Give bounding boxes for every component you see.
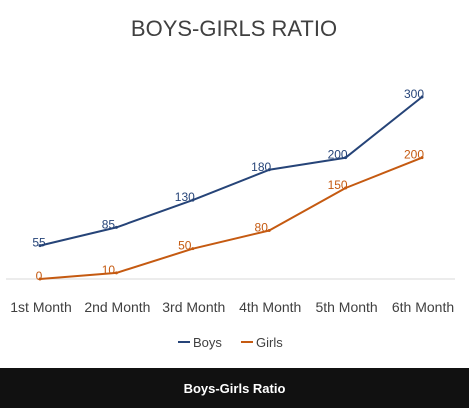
data-label-boys: 55: [32, 236, 46, 250]
data-label-girls: 200: [404, 148, 424, 162]
data-point-girls: [267, 228, 271, 232]
data-point-girls: [191, 247, 195, 251]
legend: Boys Girls: [178, 335, 283, 350]
data-label-girls: 50: [178, 239, 192, 253]
data-point-girls: [38, 277, 42, 281]
data-point-boys: [267, 168, 271, 172]
legend-label-boys: Boys: [193, 335, 222, 350]
x-tick-labels: 1st Month 2nd Month 3rd Month 4th Month 5th …: [10, 299, 454, 315]
series-line-girls: [39, 156, 423, 280]
legend-label-girls: Girls: [256, 335, 283, 350]
data-label-girls: 10: [102, 263, 116, 277]
chart-title: BOYS-GIRLS RATIO: [131, 16, 337, 41]
data-point-girls: [420, 156, 424, 160]
data-point-boys: [191, 198, 195, 202]
x-tick-label: 6th Month: [392, 299, 454, 315]
data-label-girls: 150: [328, 178, 348, 192]
x-tick-label: 4th Month: [239, 299, 301, 315]
data-label-girls: 0: [36, 269, 43, 283]
x-tick-label: 5th Month: [315, 299, 377, 315]
data-point-boys: [114, 225, 118, 229]
x-tick-label: 1st Month: [10, 299, 71, 315]
data-point-girls: [344, 186, 348, 190]
data-label-boys: 85: [102, 217, 116, 231]
data-label-girls: 80: [255, 220, 269, 234]
data-point-girls: [114, 271, 118, 275]
data-point-boys: [420, 95, 424, 99]
series-layer: [38, 95, 424, 281]
data-label-boys: 130: [175, 190, 195, 204]
caption-bar: Boys-Girls Ratio: [0, 368, 469, 408]
caption-text: Boys-Girls Ratio: [183, 380, 286, 396]
data-point-boys: [38, 244, 42, 248]
x-tick-label: 3rd Month: [162, 299, 225, 315]
data-label-boys: 200: [328, 148, 348, 162]
chart-svg: BOYS-GIRLS RATIO 55 85 130 180 200 300 0 10 50 80…: [6, 16, 455, 350]
data-label-boys: 300: [404, 87, 424, 101]
x-tick-label: 2nd Month: [84, 299, 150, 315]
chart-area: BOYS-GIRLS RATIO 55 85 130 180 200 300 0 10 50 80…: [6, 16, 455, 350]
data-label-boys: 180: [251, 160, 271, 174]
series-line-boys: [39, 96, 423, 247]
data-label-layer: 55 85 130 180 200 300 0 10 50 80 150 200: [32, 87, 424, 283]
data-point-boys: [344, 156, 348, 160]
